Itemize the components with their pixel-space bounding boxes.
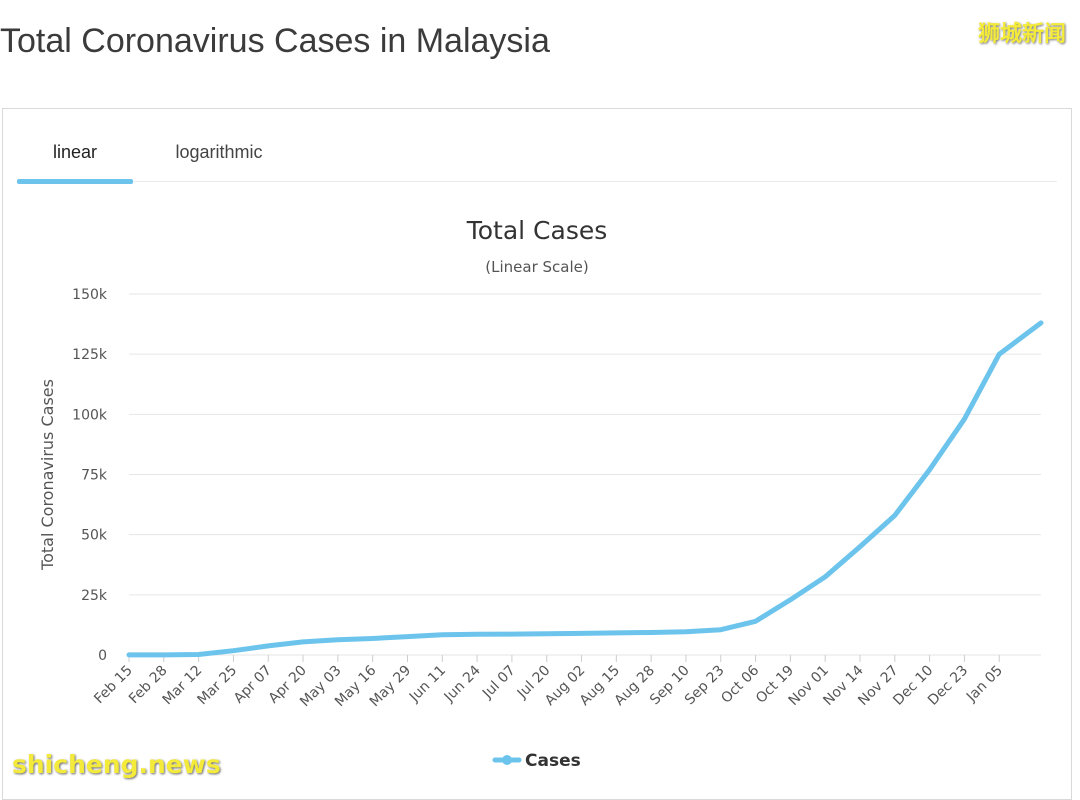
- x-tick-label: Oct 06: [718, 662, 762, 706]
- x-tick-label: Sep 23: [682, 663, 728, 709]
- y-tick-label: 100k: [72, 407, 108, 423]
- chart-subtitle: (Linear Scale): [485, 258, 588, 276]
- x-tick-label: Mar 25: [195, 663, 241, 709]
- chart-title: Total Cases: [466, 216, 608, 245]
- y-axis-label: Total Coronavirus Cases: [38, 379, 57, 571]
- x-tick-label: Apr 07: [231, 663, 275, 707]
- legend-swatch-marker: [502, 755, 512, 765]
- scale-tabs: linear logarithmic: [17, 129, 1057, 184]
- x-tick-label: Jun 11: [406, 663, 449, 706]
- y-tick-label: 150k: [72, 287, 108, 303]
- page-title: Total Coronavirus Cases in Malaysia: [0, 22, 550, 60]
- cases-series-line: [126, 320, 1044, 658]
- x-tick-label: Feb 15: [91, 663, 136, 708]
- total-cases-chart: Total Cases (Linear Scale) 0 25k 50k 75k 100k 1…: [38, 216, 1044, 771]
- x-tick-label: Jan 05: [963, 663, 1006, 706]
- tab-linear[interactable]: linear: [17, 129, 133, 184]
- y-tick-label: 125k: [72, 347, 108, 363]
- tab-logarithmic[interactable]: logarithmic: [175, 142, 263, 162]
- y-tick-label: 0: [98, 648, 107, 664]
- legend-label-cases: Cases: [525, 751, 581, 771]
- y-tick-label: 50k: [81, 528, 108, 544]
- y-tick-label: 25k: [81, 588, 108, 604]
- x-tick-label: Jun 24: [441, 662, 484, 705]
- y-tick-label: 75k: [81, 468, 108, 484]
- watermark-bottom: shicheng.news: [12, 750, 221, 779]
- x-tick-label: Jul 07: [479, 663, 519, 703]
- chart-panel: linear logarithmic Total Cases (Linear Sc…: [2, 108, 1072, 800]
- watermark-top: 狮城新闻: [977, 22, 1066, 47]
